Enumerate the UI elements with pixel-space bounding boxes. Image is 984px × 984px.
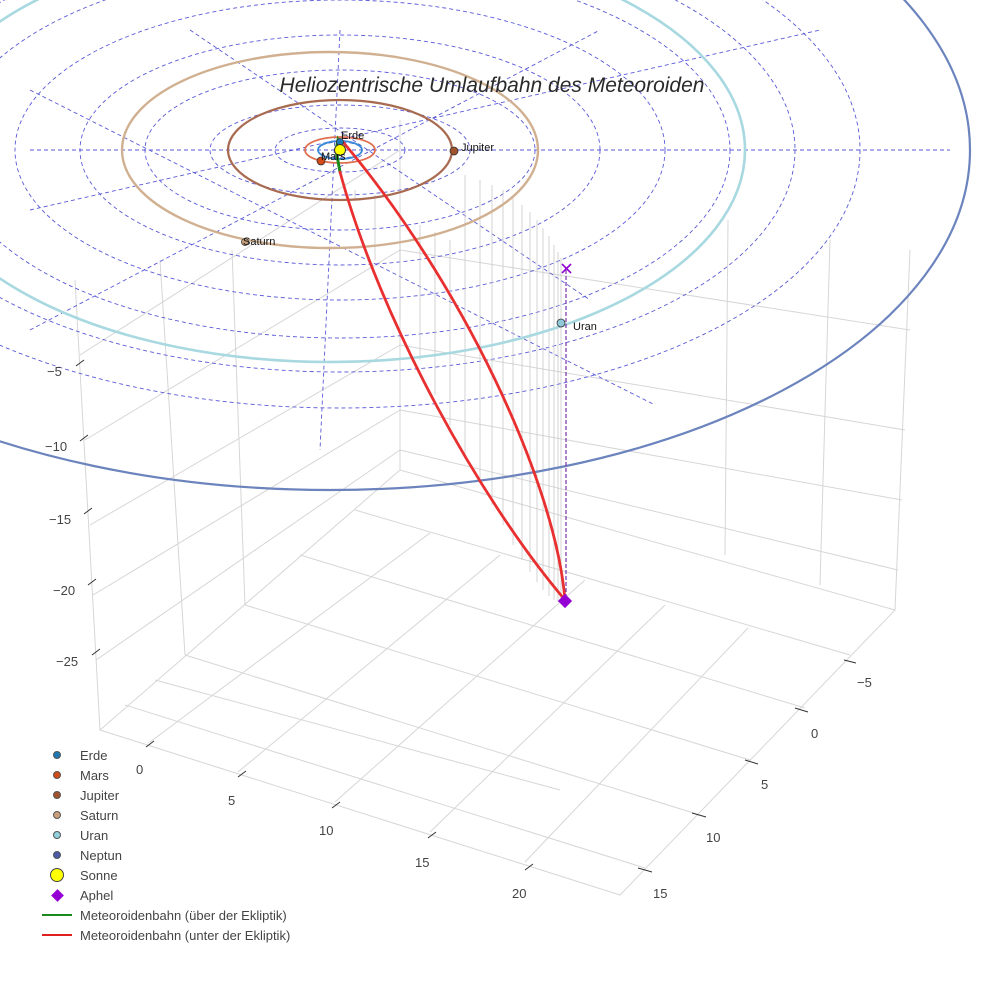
uran-marker[interactable] bbox=[556, 318, 566, 328]
legend: Erde Mars Jupiter Saturn Uran Neptun Son… bbox=[36, 745, 290, 945]
legend-item-aphel[interactable]: Aphel bbox=[36, 885, 290, 905]
z-axis-ticks bbox=[75, 359, 101, 656]
legend-label: Sonne bbox=[80, 867, 118, 883]
chart-title: Heliozentrische Umlaufbahn des Meteoroid… bbox=[0, 74, 984, 98]
z-tick-label: −10 bbox=[45, 439, 68, 454]
y-tick-label: 0 bbox=[811, 726, 819, 741]
saturn-orbit bbox=[120, 50, 540, 250]
y-tick-label: 5 bbox=[761, 777, 769, 792]
aphel-projection-x-marker bbox=[561, 263, 572, 274]
uran-orbit bbox=[0, 0, 747, 364]
label-erde: Erde bbox=[341, 130, 365, 142]
mars-marker[interactable] bbox=[316, 156, 326, 166]
jupiter-marker[interactable] bbox=[449, 146, 459, 156]
legend-label: Uran bbox=[80, 827, 109, 843]
x-tick-label: 10 bbox=[319, 823, 334, 838]
dot-icon bbox=[36, 751, 78, 759]
z-tick-label: −5 bbox=[47, 364, 62, 379]
legend-item-uran[interactable]: Uran bbox=[36, 825, 290, 845]
legend-item-sonne[interactable]: Sonne bbox=[36, 865, 290, 885]
z-tick-label: −25 bbox=[56, 654, 79, 669]
legend-item-jupiter[interactable]: Jupiter bbox=[36, 785, 290, 805]
legend-label: Neptun bbox=[80, 847, 122, 863]
line-icon bbox=[36, 914, 78, 916]
z-tick-label: −15 bbox=[49, 512, 72, 527]
legend-label: Erde bbox=[80, 747, 108, 763]
z-tick-label: −20 bbox=[53, 583, 76, 598]
y-tick-label: 10 bbox=[706, 830, 721, 845]
legend-item-orbit-below[interactable]: Meteoroidenbahn (unter der Ekliptik) bbox=[36, 925, 290, 945]
mars-orbit bbox=[304, 136, 376, 164]
label-mars: Mars bbox=[321, 151, 346, 163]
planet-orbits bbox=[0, 0, 971, 491]
dot-icon bbox=[36, 791, 78, 799]
y-tick-label: 15 bbox=[653, 886, 668, 901]
legend-label: Jupiter bbox=[80, 787, 120, 803]
y-tick-label: −5 bbox=[857, 675, 872, 690]
sun-icon bbox=[36, 868, 78, 882]
legend-item-orbit-above[interactable]: Meteoroidenbahn (über der Ekliptik) bbox=[36, 905, 290, 925]
label-jupiter: Jupiter bbox=[461, 142, 495, 154]
meteoroid-orbit bbox=[334, 135, 567, 605]
x-axis-ticks bbox=[145, 740, 534, 871]
ecliptic-polar-grid bbox=[0, 0, 950, 451]
chart-title-text: Heliozentrische Umlaufbahn des Meteoroid… bbox=[279, 74, 705, 97]
label-saturn: Saturn bbox=[243, 236, 276, 248]
dot-icon bbox=[36, 811, 78, 819]
dot-icon bbox=[36, 851, 78, 859]
label-uran: Uran bbox=[573, 321, 597, 333]
diamond-icon bbox=[36, 888, 78, 902]
legend-item-neptun[interactable]: Neptun bbox=[36, 845, 290, 865]
neptun-orbit bbox=[0, 0, 971, 491]
aphel-marker[interactable] bbox=[557, 593, 573, 609]
saturn-marker[interactable] bbox=[241, 238, 249, 246]
x-tick-label: 0 bbox=[136, 762, 144, 777]
legend-label: Meteoroidenbahn (unter der Ekliptik) bbox=[80, 927, 291, 943]
legend-label: Meteoroidenbahn (über der Ekliptik) bbox=[80, 907, 287, 923]
legend-label: Mars bbox=[80, 767, 109, 783]
legend-label: Aphel bbox=[80, 887, 114, 903]
x-tick-label: 15 bbox=[415, 855, 430, 870]
drop-lines bbox=[354, 175, 562, 604]
dot-icon bbox=[36, 831, 78, 839]
line-icon bbox=[36, 934, 78, 936]
legend-label: Saturn bbox=[80, 807, 119, 823]
x-tick-label: 5 bbox=[228, 793, 236, 808]
sonne-marker[interactable] bbox=[334, 144, 346, 156]
dot-icon bbox=[36, 771, 78, 779]
legend-item-erde[interactable]: Erde bbox=[36, 745, 290, 765]
legend-item-saturn[interactable]: Saturn bbox=[36, 805, 290, 825]
x-tick-label: 20 bbox=[512, 886, 527, 901]
legend-item-mars[interactable]: Mars bbox=[36, 765, 290, 785]
y-axis-ticks bbox=[637, 659, 857, 873]
